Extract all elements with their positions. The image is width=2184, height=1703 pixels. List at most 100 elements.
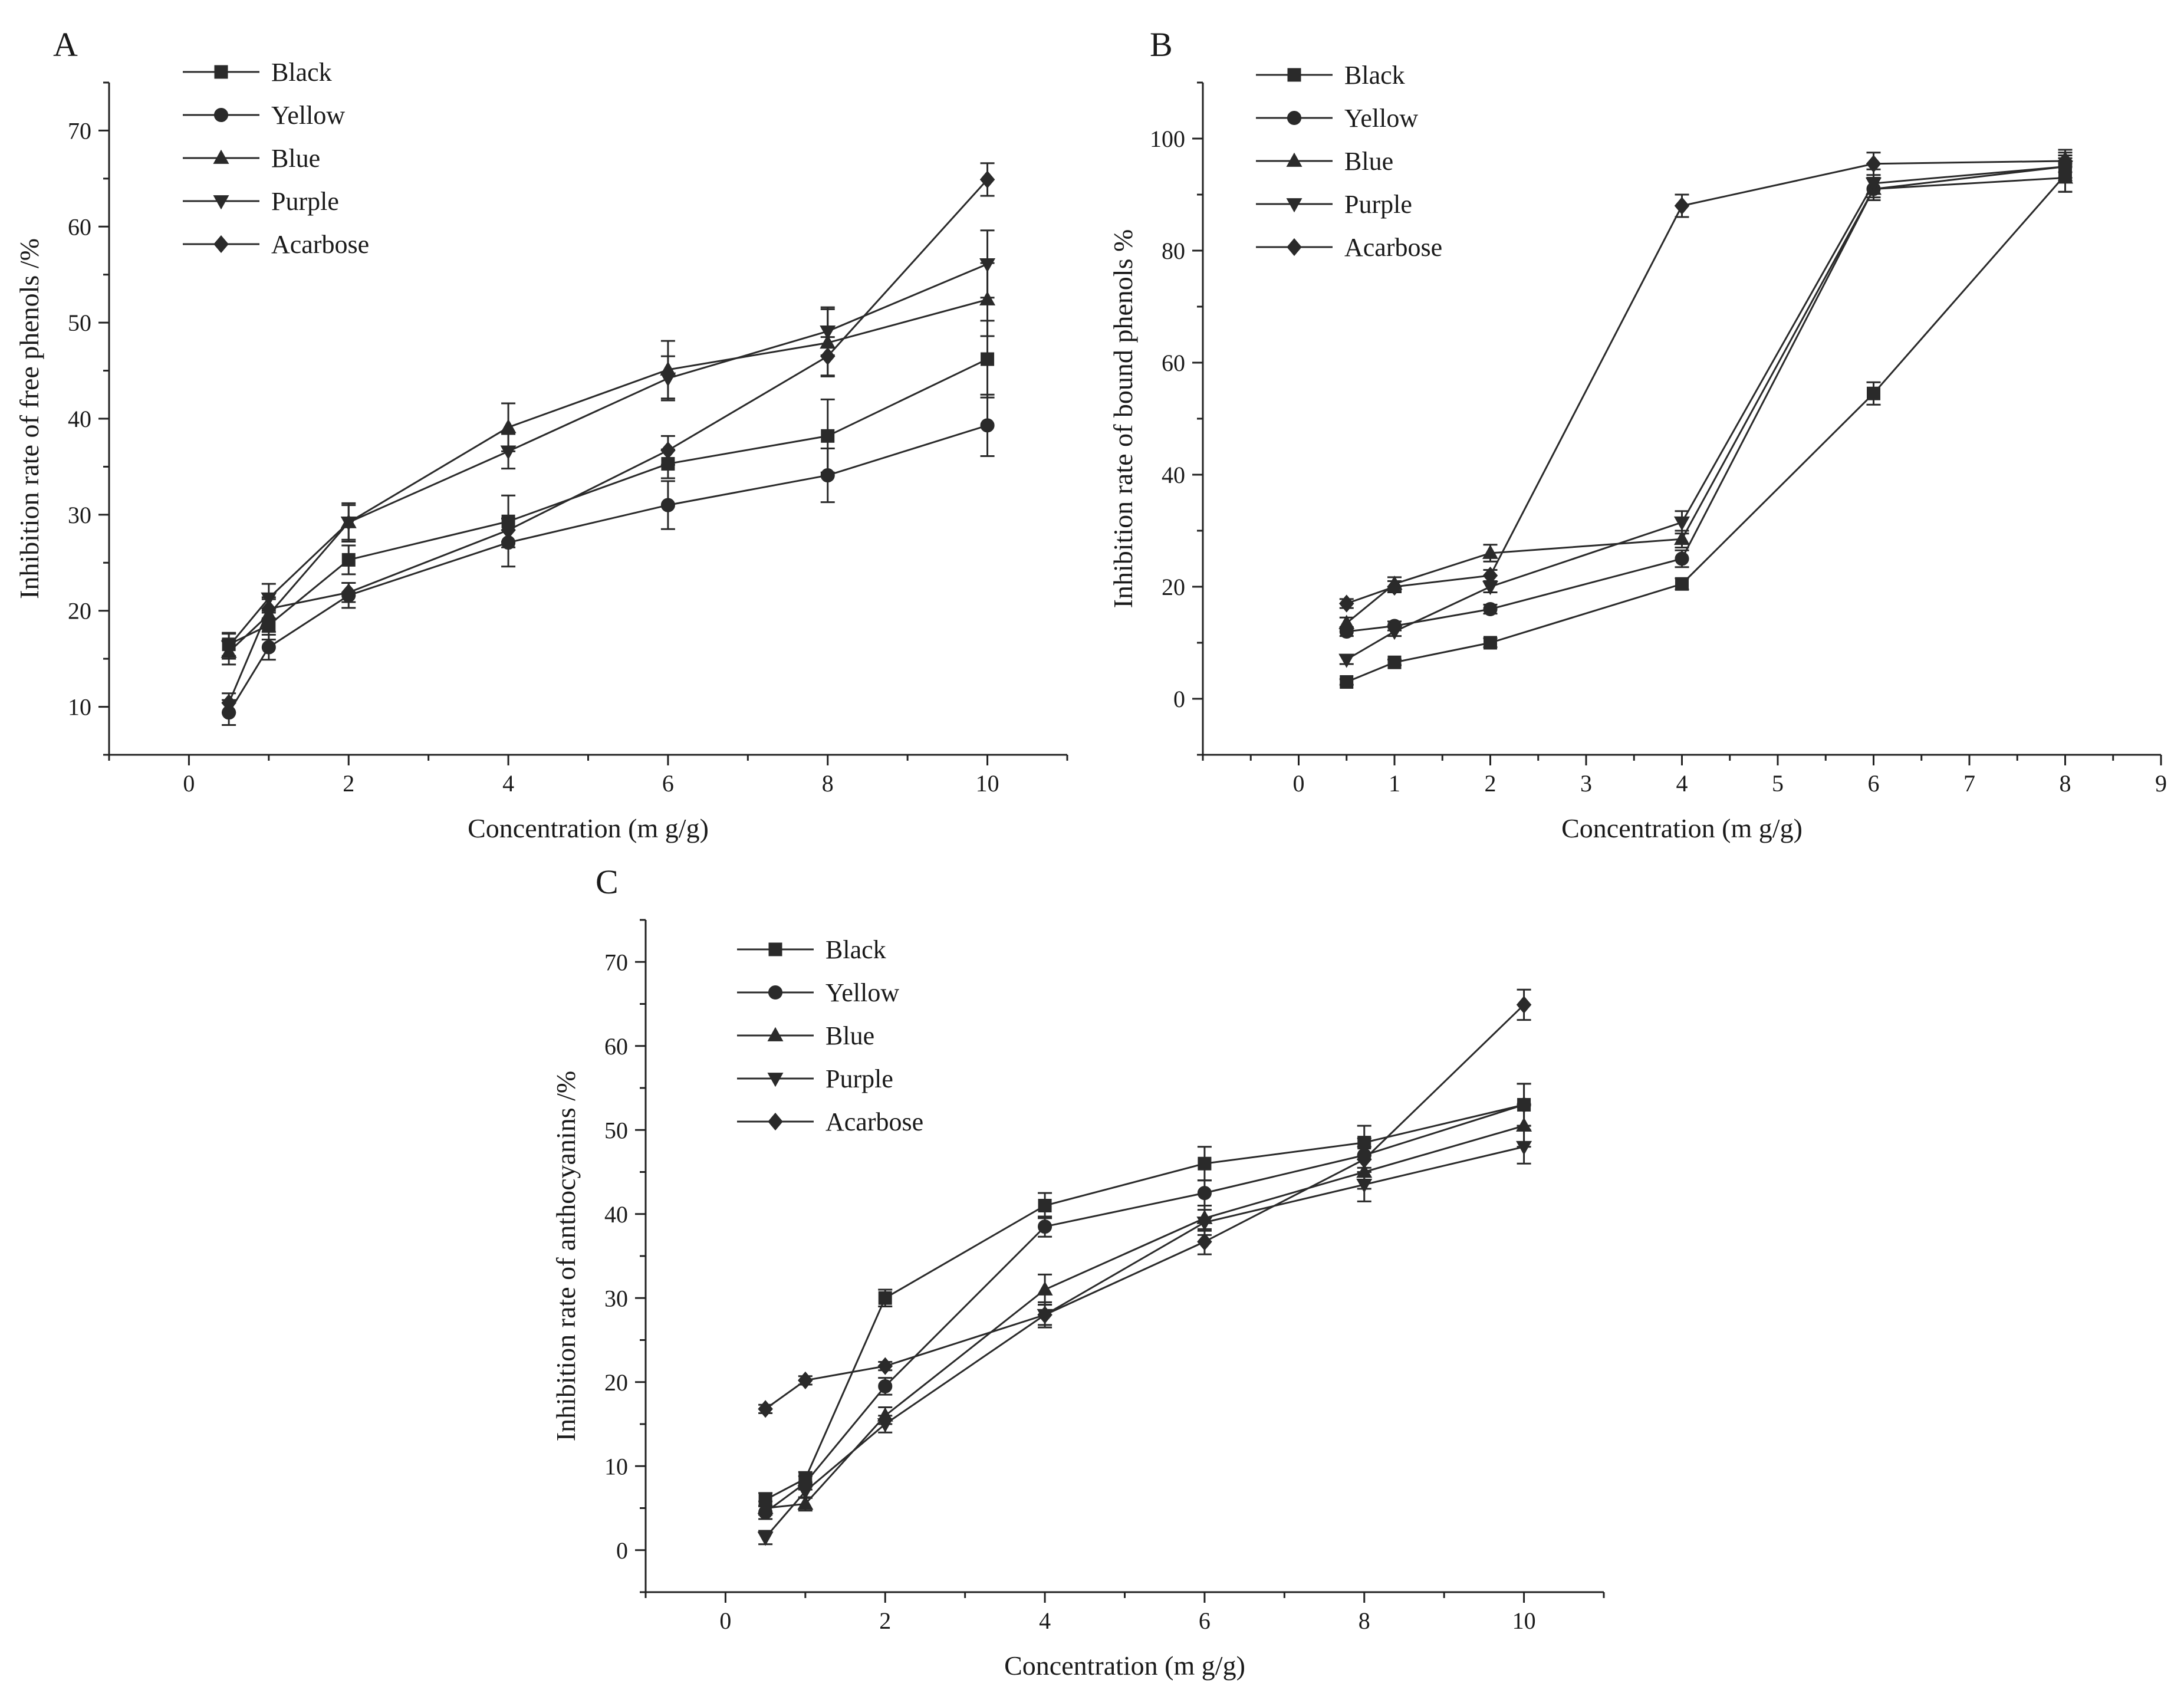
panel-b-series-acarbose-point — [1866, 154, 1882, 173]
panel-b-x-tick-label: 6 — [1868, 770, 1880, 797]
panel-a-series-yellow-point — [980, 418, 995, 433]
panel-b-series-black — [1339, 157, 2073, 689]
panel-c-x-tick-label: 8 — [1359, 1607, 1370, 1634]
panel-b-series-black-line — [1346, 174, 2066, 683]
panel-a-series-acarbose-point — [221, 693, 236, 712]
panel-b-series-black-point — [1867, 386, 1880, 400]
panel-a-x-tick-label: 10 — [976, 770, 999, 797]
panel-c-series-black-point — [1038, 1199, 1052, 1212]
panel-b-y-axis-title: Inhibition rate of bound phenols % — [1108, 229, 1138, 609]
panel-c-y-axis-title: Inhibition rate of anthocyanins /% — [551, 1071, 581, 1442]
panel-a-series-purple-point — [979, 258, 996, 273]
panel-a-y-tick-label: 50 — [68, 310, 91, 336]
panel-b-legend-entry-black: Black — [1256, 61, 1405, 90]
panel-c-legend-marker — [768, 942, 782, 956]
panel-a-series-blue — [221, 262, 996, 666]
panel-c-series-purple-point — [757, 1531, 774, 1546]
panel-b-series-black-point — [1484, 636, 1497, 650]
panel-c-series-blue-point — [797, 1495, 814, 1510]
panel-b-legend-marker — [1287, 238, 1302, 257]
panel-b-series-purple-point — [1386, 626, 1403, 640]
panel-b-legend-entry-acarbose: Acarbose — [1256, 233, 1442, 262]
panel-b-legend-marker — [1287, 68, 1301, 82]
panel-c-series-blue — [757, 1104, 1532, 1516]
panel-b-series-acarbose — [1338, 149, 2073, 613]
panel-a-series-acarbose-point — [261, 600, 277, 618]
panel-a-legend-entry-yellow: Yellow — [183, 101, 345, 130]
panel-a-series-purple-point — [500, 445, 517, 460]
panel-a-x-tick-label: 0 — [183, 770, 195, 797]
panel-a-series-yellow-point — [820, 468, 835, 483]
panel-c-series-yellow-point — [1197, 1186, 1212, 1201]
panel-b-series-black-point — [1387, 655, 1402, 669]
panel-a-series-acarbose — [221, 162, 995, 714]
panel-a-series-purple-point — [820, 325, 836, 340]
panel-c-series-yellow-point — [878, 1379, 893, 1393]
panel-c-legend: Black Yellow Blue Purple Acarbose — [737, 935, 923, 1136]
panel-a-legend-entry-purple: Purple — [183, 187, 339, 216]
panel-a-y-tick-label: 20 — [68, 598, 91, 624]
panel-a-legend-marker — [213, 149, 229, 164]
panel-b-legend-label: Acarbose — [1344, 233, 1442, 262]
panel-c-y-tick-label: 30 — [604, 1285, 628, 1311]
panel-a-series-acarbose-point — [820, 347, 836, 366]
panel-a-series-blue-point — [500, 419, 517, 433]
panel-a-series-acarbose-point — [501, 521, 516, 539]
panel-b-legend: Black Yellow Blue Purple Acarbose — [1256, 61, 1442, 262]
panel-a-x-tick-label: 2 — [343, 770, 354, 797]
panel-c-series-black-point — [1198, 1156, 1212, 1171]
panel-b-y-tick-label: 60 — [1162, 350, 1185, 376]
panel-b-legend-marker — [1286, 198, 1302, 213]
panel-a-legend-entry-blue: Blue — [183, 144, 320, 173]
panel-a-series-black-point — [821, 429, 835, 443]
panel-a-y-axis-title: Inhibition rate of free phenols /% — [14, 238, 44, 599]
panel-a-x-tick-label: 6 — [662, 770, 674, 797]
panel-a-legend-label: Blue — [271, 144, 320, 173]
panel-b-y-tick-label: 20 — [1162, 574, 1185, 600]
panel-a-legend: Black Yellow Blue Purple Acarbose — [183, 58, 369, 259]
panel-a-series-purple-point — [221, 640, 237, 655]
panel-b-legend-label: Purple — [1344, 190, 1412, 219]
panel-a-y-tick-label: 30 — [68, 502, 91, 528]
panel-b-series-black-point — [1675, 577, 1689, 591]
panel-a-legend-marker — [213, 107, 229, 123]
panel-b-legend-entry-blue: Blue — [1256, 147, 1393, 176]
panel-a-series-acarbose-point — [979, 170, 995, 189]
panel-c-legend-label: Blue — [825, 1021, 874, 1050]
panel-c-x-tick-label: 6 — [1199, 1607, 1211, 1634]
panel-a-series-black-point — [341, 553, 356, 567]
panel-a-legend-entry-black: Black — [183, 58, 332, 87]
panel-c-series-acarbose-point — [798, 1371, 813, 1389]
panel-b-series-blue-point — [1673, 531, 1690, 545]
panel-c-series-purple — [757, 1129, 1532, 1546]
panel-b-x-tick-label: 8 — [2060, 770, 2071, 797]
panel-c-y-tick-label: 60 — [604, 1033, 628, 1060]
panel-b-series-purple — [1338, 152, 2074, 668]
panel-a-y-tick-label: 70 — [68, 117, 91, 144]
panel-a-series-black — [222, 320, 995, 657]
panel-c-series-black — [758, 1083, 1531, 1508]
panel-b-series-yellow-line — [1346, 166, 2065, 633]
panel-b-series-acarbose-point — [1674, 196, 1690, 215]
panel-b-x-tick-label: 0 — [1293, 770, 1305, 797]
panel-c-legend-label: Purple — [825, 1064, 893, 1093]
panel-b-legend-marker — [1286, 152, 1302, 167]
panel-a-series-purple-line — [228, 263, 988, 647]
panel-c-series-acarbose-point — [1197, 1232, 1212, 1251]
panel-b-series-acarbose-point — [1482, 566, 1498, 585]
panel-c-y-tick-label: 70 — [604, 949, 628, 975]
panel-c-x-tick-label: 4 — [1039, 1607, 1051, 1634]
panel-b-x-tick-label: 9 — [2155, 770, 2167, 797]
panel-b-y-tick-label: 100 — [1150, 126, 1185, 152]
panel-c-x-tick-label: 2 — [879, 1607, 891, 1634]
panel-c-series-acarbose-point — [877, 1357, 893, 1375]
panel-b-y-tick-label: 0 — [1173, 686, 1185, 712]
panel-b-series-purple-point — [1673, 516, 1690, 531]
panel-c-legend-marker — [767, 1073, 784, 1087]
panel-b-series-yellow-point — [1675, 551, 1689, 566]
panel-b-x-tick-label: 7 — [1963, 770, 1975, 797]
panel-a-legend-label: Acarbose — [271, 230, 369, 259]
panel-a-series-yellow-point — [261, 640, 276, 655]
panel-a-series-purple-point — [660, 372, 676, 387]
panel-c-series-purple-point — [797, 1485, 814, 1500]
